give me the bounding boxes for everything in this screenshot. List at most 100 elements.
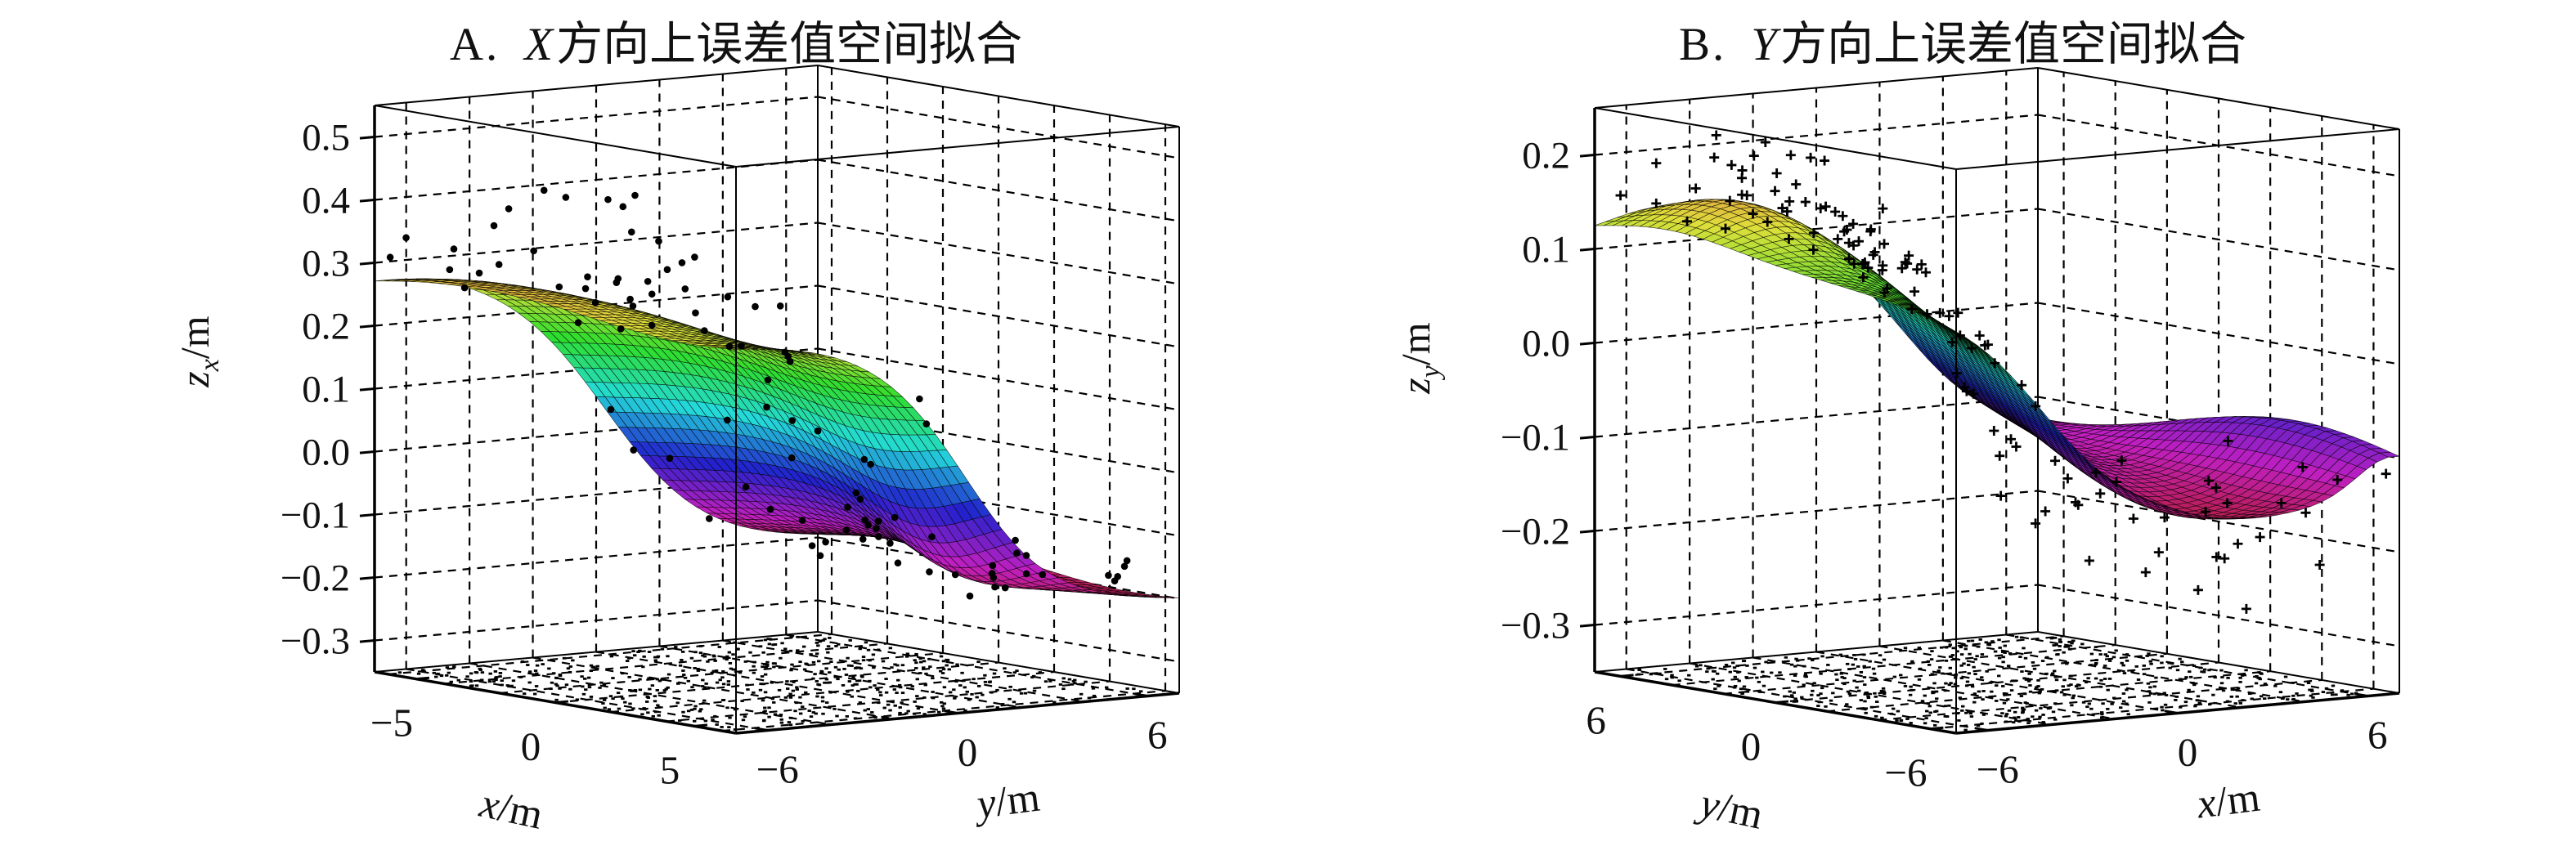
panel-B-floor-points [1636,635,2358,732]
floor-point [2040,660,2045,662]
floor-point [2027,672,2031,675]
z-tick-mark [359,199,375,203]
floor-point [2000,712,2004,714]
data-point [875,533,882,540]
floor-point [793,710,797,713]
floor-point [666,655,670,658]
floor-point [916,707,921,710]
panel-a-title-index: A. [449,19,500,70]
data-point [2201,506,2211,517]
data-point [867,460,874,468]
floor-point [2241,699,2245,701]
floor-point [715,723,719,726]
floor-point [642,707,646,710]
data-point [874,517,882,526]
floor-point [940,705,945,708]
floor-point [1067,678,1072,681]
wall-z-gridline [1594,396,2039,438]
floor-point [2167,661,2171,665]
floor-point [790,663,794,666]
floor-point [2067,684,2071,687]
floor-point [817,660,821,663]
floor-point [731,653,735,656]
floor-point [1985,669,1989,673]
floor-point [1993,650,1998,653]
floor-point [2306,682,2311,684]
floor-point [2041,721,2045,723]
floor-point [1995,684,1999,687]
floor-gridline [469,662,832,726]
floor-point [967,698,972,701]
floor-point [2230,688,2235,692]
floor-point [696,669,701,672]
floor-point [2026,722,2031,725]
floor-point [886,703,891,706]
z-tick-mark [1579,342,1595,346]
bottom-right-tick-mark [754,727,768,732]
floor-point [815,642,819,644]
data-point [1682,216,1693,226]
floor-point [1838,653,1843,656]
floor-point [2013,719,2018,722]
floor-point [990,691,994,694]
floor-point [1977,690,1981,693]
bottom-right-tick-label: 6 [2367,713,2388,758]
floor-point [826,681,830,684]
data-point [1967,342,1977,353]
floor-point [801,645,806,648]
floor-point [2145,655,2149,657]
floor-point [683,676,688,679]
floor-point [2188,675,2193,678]
floor-point [693,719,697,723]
floor-point [469,684,473,687]
floor-point [650,684,655,687]
floor-point [1008,697,1012,701]
floor-point [2147,690,2152,693]
floor-point [772,701,776,704]
data-point [1782,206,1793,217]
floor-point [2059,691,2064,694]
floor-point [1928,705,1932,708]
floor-point [726,680,731,683]
floor-point [975,696,979,699]
floor-point [888,647,893,650]
floor-point [1917,647,1922,649]
data-point [1839,226,1850,237]
floor-point [1964,684,1969,687]
floor-point [877,701,881,705]
floor-gridline [1626,668,1988,732]
data-point [891,513,899,522]
data-point [2255,532,2265,543]
floor-point [1637,669,1641,671]
floor-point [846,690,850,693]
floor-point [804,691,808,694]
floor-point [2162,692,2166,695]
floor-point [2028,690,2033,693]
floor-point [1761,670,1765,674]
floor-point [892,688,897,691]
floor-point [2174,699,2178,701]
floor-point [1868,660,1872,663]
floor-point [1871,667,1876,670]
floor-point [2258,678,2262,681]
floor-point [2002,701,2007,705]
floor-point [1881,687,1886,690]
floor-point [725,658,729,661]
floor-point [555,684,559,687]
data-point [808,542,816,549]
data-point [1748,208,1758,219]
floor-point [914,661,918,665]
floor-point [1918,667,1923,670]
floor-point [1959,664,1963,667]
data-point [540,186,548,195]
bottom-right-tick-label: −6 [756,747,799,792]
data-point [2314,560,2325,571]
floor-point [2062,693,2067,696]
floor-point [834,645,838,647]
floor-point [1941,672,1945,675]
floor-point [1003,667,1007,670]
floor-point [702,655,707,658]
floor-point [1880,691,1885,694]
data-point [591,298,599,307]
